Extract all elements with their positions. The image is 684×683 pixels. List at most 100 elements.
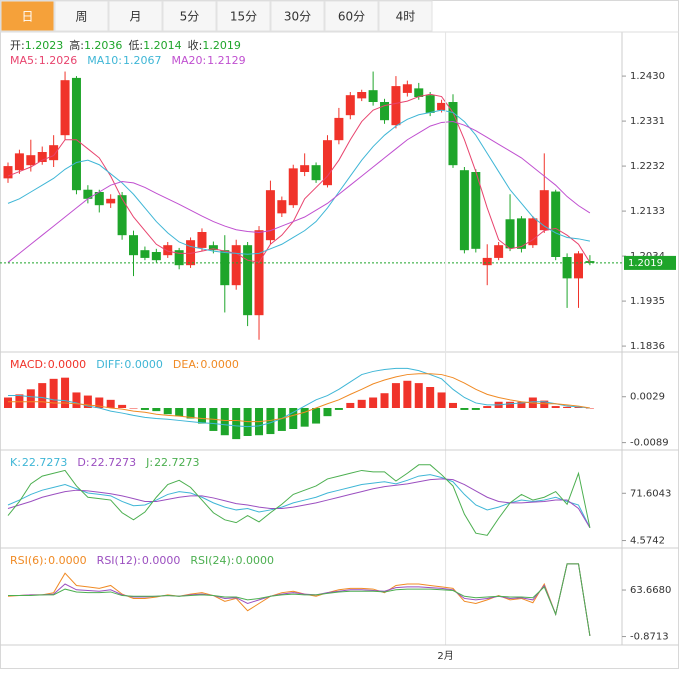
candle-body — [539, 190, 549, 231]
histogram-bar — [118, 404, 127, 408]
histogram-bar — [186, 408, 195, 419]
candle-body — [334, 117, 344, 141]
legend-value: 0.0000 — [48, 554, 87, 567]
legend-label: D: — [77, 456, 89, 469]
candle-body — [3, 166, 13, 179]
histogram-bar — [334, 408, 343, 410]
y-tick-label: 1.1836 — [630, 341, 665, 352]
candle-body — [243, 245, 253, 316]
candle-body — [471, 172, 481, 249]
candle-body — [288, 168, 298, 206]
legend-label: DIFF: — [96, 358, 123, 371]
candle-body — [265, 190, 275, 241]
series-line — [7, 478, 591, 529]
candle-body — [129, 235, 139, 256]
y-tick-label: 1.2232 — [630, 161, 665, 172]
histogram-bar — [15, 394, 24, 408]
ohlc-value: 1.2036 — [84, 39, 123, 52]
histogram-bar — [540, 400, 549, 408]
histogram-bar — [437, 392, 446, 408]
y-tick-label: 1.2331 — [630, 116, 665, 127]
y-tick-label: -0.0089 — [630, 438, 669, 449]
histogram-bar — [277, 408, 286, 431]
series-line — [7, 109, 591, 255]
candle-body — [402, 84, 412, 93]
tab[interactable] — [108, 0, 163, 32]
frame — [0, 0, 679, 669]
series-line — [7, 93, 591, 264]
legend-value: 0.0000 — [235, 554, 274, 567]
series-line — [8, 373, 590, 423]
y-tick-label: 1.2133 — [630, 206, 665, 217]
tab[interactable] — [216, 0, 271, 32]
candle-body — [220, 250, 230, 286]
candle-body — [368, 90, 378, 102]
candle-body — [106, 198, 116, 204]
histogram-bar — [163, 408, 172, 415]
tab[interactable] — [0, 0, 55, 32]
tab[interactable] — [54, 0, 109, 32]
legend-value: 1.2129 — [207, 54, 246, 67]
ohlc-label: 高: — [69, 38, 84, 52]
candle-body — [380, 102, 390, 121]
histogram-bar — [152, 408, 161, 412]
tab[interactable] — [270, 0, 325, 32]
candle-body — [505, 219, 515, 249]
series-line — [7, 464, 591, 536]
y-tick-label: 4.5742 — [630, 536, 665, 547]
tab[interactable] — [162, 0, 217, 32]
candle-body — [151, 252, 161, 261]
candle-body — [60, 80, 70, 136]
histogram-bar — [95, 397, 104, 408]
y-tick-label: 0.0029 — [630, 392, 665, 403]
series-line — [8, 563, 591, 636]
candle-body — [231, 245, 241, 286]
series-line — [8, 367, 590, 428]
ohlc-value: 1.2019 — [202, 39, 241, 52]
candle-body — [528, 218, 538, 246]
legend-label: RSI(24): — [190, 554, 234, 567]
histogram-bar — [72, 392, 81, 408]
last-price-label: 1.2019 — [628, 258, 663, 269]
histogram-bar — [517, 401, 526, 408]
histogram-bar — [61, 377, 70, 408]
series-line — [7, 121, 591, 263]
y-tick-label: 71.6043 — [630, 488, 671, 499]
histogram-bar — [220, 408, 229, 436]
candle-body — [14, 153, 24, 171]
candle-body — [277, 200, 287, 214]
tab-label: 60分 — [338, 10, 365, 24]
candle-body — [311, 165, 321, 181]
legend-value: 1.2067 — [123, 54, 162, 67]
candle-body — [425, 95, 435, 113]
tab[interactable] — [378, 0, 433, 32]
candle-body — [551, 191, 561, 257]
histogram-bar — [26, 389, 35, 408]
candle-body — [197, 232, 207, 248]
candle-body — [208, 245, 218, 251]
histogram-bar — [380, 393, 389, 408]
tab-label: 5分 — [180, 10, 200, 24]
tab-label: 4时 — [396, 10, 416, 24]
series-line — [8, 563, 591, 636]
histogram-bar — [4, 397, 12, 408]
legend-label: MA20: — [171, 54, 206, 67]
legend-label: RSI(12): — [97, 554, 141, 567]
histogram-bar — [346, 402, 355, 408]
histogram-bar — [357, 399, 366, 408]
histogram-bar — [403, 380, 412, 408]
y-tick-label: 1.1935 — [630, 296, 665, 307]
legend-value: 0.0000 — [142, 554, 181, 567]
tab[interactable] — [324, 0, 379, 32]
histogram-bar — [140, 408, 149, 410]
candle-body — [391, 86, 401, 126]
ohlc-label: 收: — [188, 38, 203, 52]
candle-body — [163, 245, 173, 256]
tab-label: 30分 — [284, 10, 311, 24]
legend-value: 1.2026 — [39, 54, 78, 67]
candle-body — [437, 102, 447, 111]
candle-body — [83, 189, 93, 199]
histogram-bar — [49, 378, 58, 408]
histogram-bar — [175, 408, 184, 417]
